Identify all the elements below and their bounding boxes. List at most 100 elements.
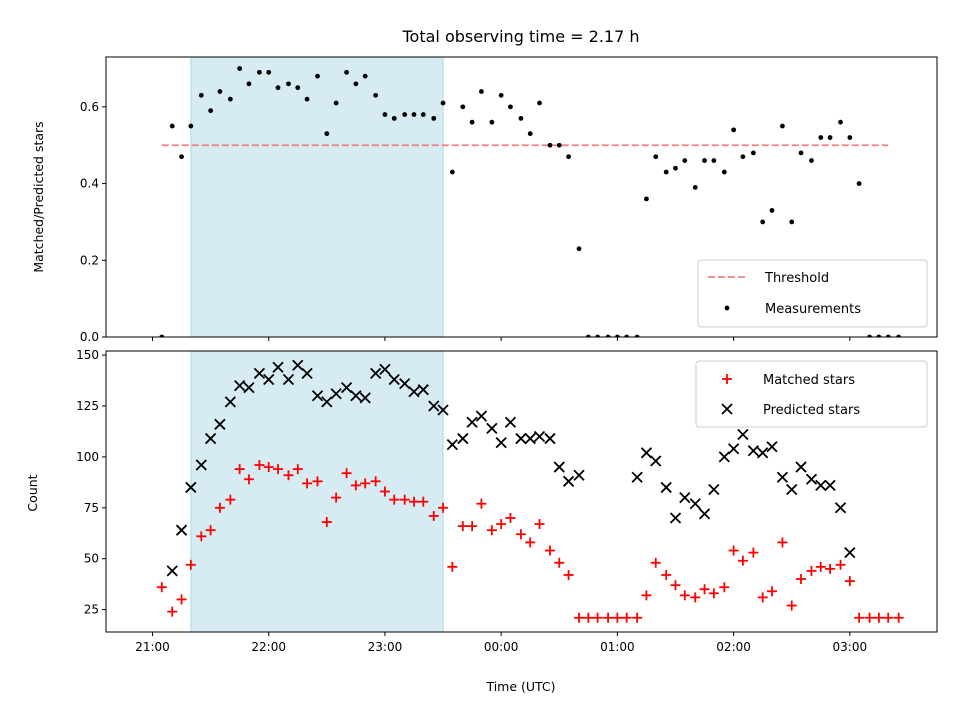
measurement-point [217,89,223,94]
predicted-star-point [340,382,353,394]
measurement-point [818,135,824,140]
matched-star-point [737,555,748,566]
count-y-tick-label: 125 [76,399,99,413]
predicted-star-point [524,432,536,445]
measurement-point [780,123,785,129]
matched-star-point [544,545,555,556]
predicted-star-point [370,367,382,380]
matched-star-point [650,557,661,568]
legend-measurements-label: Measurements [765,302,861,317]
matched-star-point [719,582,730,593]
predicted-star-point [272,361,284,373]
predicted-star-point [689,498,701,510]
measurement-point [479,89,484,94]
predicted-star-point [292,359,304,371]
measurement-point [673,165,678,171]
matched-star-point [825,563,836,574]
predicted-star-point [795,461,807,473]
measurement-point [420,112,426,117]
count-y-tick-label: 150 [76,348,99,362]
measurement-point [489,119,495,125]
matched-star-point [350,480,361,491]
count-plot-area [156,359,904,623]
legend-predicted-swatch [721,403,733,415]
predicted-star-point [708,483,720,496]
matched-star-point [205,525,216,536]
matched-star-point [283,470,294,481]
matched-star-point [243,474,254,485]
predicted-star-point [408,386,420,398]
matched-star-point [234,464,245,475]
measurement-point [431,115,437,121]
predicted-star-point [243,382,255,394]
matched-star-point [379,486,390,497]
matched-star-point [757,592,768,603]
ratio-axes-frame [105,56,938,338]
legend-threshold-label: Threshold [764,271,829,286]
measurement-point [750,150,756,156]
measurement-point [373,92,379,98]
matched-star-point [496,519,507,530]
matched-star-point [321,517,332,528]
predicted-star-point [786,483,798,496]
matched-star-point [214,502,225,513]
measurement-point [595,334,601,337]
matched-star-point [196,531,207,542]
measurement-point [257,69,262,75]
predicted-star-point [757,447,769,459]
predicted-star-point [311,390,324,402]
matched-star-point [370,476,381,487]
measurement-point [324,131,330,137]
ratio-y-tick-label: 0.0 [80,330,99,344]
matched-star-point [389,494,400,505]
legend-measurements-swatch [724,305,730,311]
predicted-star-point [379,363,391,375]
predicted-star-point [669,512,682,524]
measurement-point [566,154,571,160]
predicted-star-point [640,447,653,459]
matched-star-point [699,584,710,595]
measurement-point [547,142,553,148]
legend-matched-label: Matched stars [763,373,855,388]
predicted-star-point [466,416,478,428]
measurement-point [634,334,640,337]
ratio-legend: Threshold Measurements [697,259,928,328]
matched-star-point [661,569,672,580]
matched-star-point [603,612,614,623]
measurement-point [333,100,339,106]
matched-star-point [292,464,303,475]
predicted-star-point [562,475,575,487]
predicted-star-point [515,432,527,445]
matched-star-point [554,557,565,568]
predicted-star-point [359,392,371,404]
measurement-point [460,104,466,110]
predicted-star-point [824,479,836,492]
matched-star-point [893,612,904,623]
x-tick-label: 01:00 [600,640,635,654]
measurement-point [769,208,775,213]
predicted-star-point [660,481,672,494]
matched-star-point [728,545,739,556]
measurement-point [885,334,891,337]
matched-star-point [854,612,865,623]
matched-star-point [302,478,313,489]
matched-star-point [399,494,410,505]
chart-title: Total observing time = 2.17 h [401,27,639,46]
measurement-point [227,96,233,102]
matched-star-point [428,510,439,521]
measurement-point [809,158,814,163]
predicted-star-point [301,367,313,380]
matched-star-point [341,468,352,479]
predicted-star-point [776,471,789,483]
measurement-point [614,334,620,337]
measurement-point [159,334,165,337]
measurement-point [856,181,862,186]
ratio-panel: 0.0 0.2 0.4 0.6 Threshold Measurements [80,56,938,344]
measurement-point [702,158,707,163]
measurement-point [537,100,542,106]
count-panel: 25 50 75 100 125 150 21:00 22:00 23:00 00:00 01:00… [76,348,938,654]
legend-box [697,259,928,328]
count-axes-frame [105,350,938,633]
matched-star-point [312,476,323,487]
